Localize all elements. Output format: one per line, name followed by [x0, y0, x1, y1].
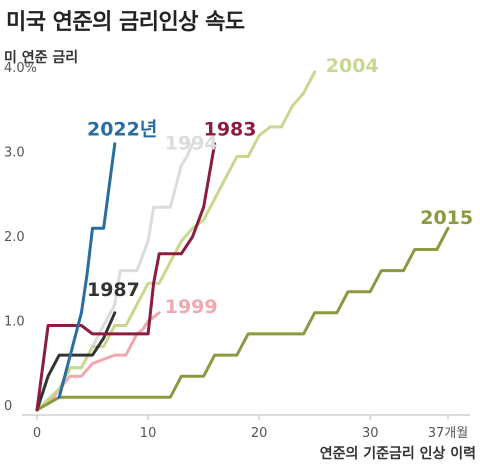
series-line-2022	[57, 142, 117, 399]
x-axis-label: 연준의 기준금리 인상 이력	[320, 445, 476, 462]
series-line-1987	[35, 311, 117, 412]
y-tick-label: 2.0	[4, 230, 25, 245]
x-tick-label: 10	[140, 426, 157, 441]
series-label: 2004	[326, 55, 379, 77]
series-labels: 1994 1999 2004 2015 1987 1983 2022년	[87, 55, 473, 318]
series-line-2004	[35, 70, 317, 412]
page-title: 미국 연준의 금리인상 속도	[6, 10, 245, 35]
series-label: 2015	[420, 207, 473, 229]
x-tick-label: 20	[251, 426, 268, 441]
series-line-2015	[35, 226, 450, 412]
y-tick-label: 3.0	[4, 146, 25, 161]
y-tick-label: 1.0	[4, 315, 25, 330]
y-tick-label: 4.0%	[4, 61, 37, 76]
y-tick-label: 0	[4, 399, 12, 414]
series-line-1994	[35, 142, 194, 412]
series-label: 1999	[165, 296, 218, 318]
series-label: 1987	[87, 279, 140, 301]
x-axis-ticks: 0 10 20 30 37개월	[33, 415, 468, 441]
y-axis-label: 미 연준 금리	[4, 50, 78, 66]
series-label: 1983	[204, 118, 257, 140]
x-tick-label: 37개월	[428, 426, 468, 441]
series-lines	[35, 70, 450, 412]
y-axis-ticks: 0 1.0 2.0 3.0 4.0%	[4, 61, 37, 414]
x-tick-label: 0	[33, 426, 41, 441]
series-label: 1994	[165, 133, 218, 155]
series-line-1983	[35, 142, 217, 412]
series-label: 2022년	[87, 118, 157, 140]
x-tick-label: 30	[362, 426, 379, 441]
